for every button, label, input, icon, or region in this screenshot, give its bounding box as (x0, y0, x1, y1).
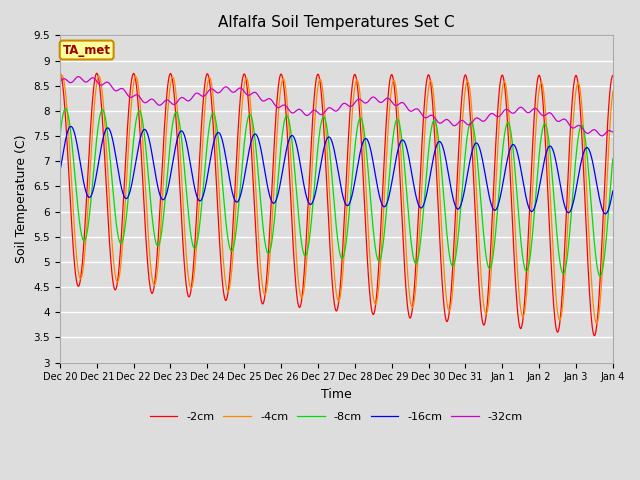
-32cm (593, 129, 601, 134)
-4cm (593, 321, 600, 326)
-32cm (609, 129, 617, 135)
Legend: -2cm, -4cm, -8cm, -16cm, -32cm: -2cm, -4cm, -8cm, -16cm, -32cm (145, 408, 527, 426)
-4cm (325, 181, 333, 187)
-16cm (310, 194, 318, 200)
-4cm (593, 320, 601, 325)
Text: TA_met: TA_met (63, 44, 111, 57)
-8cm (593, 263, 601, 269)
-2cm (310, 96, 318, 101)
-8cm (62, 106, 70, 111)
-16cm (325, 134, 333, 140)
Title: Alfalfa Soil Temperatures Set C: Alfalfa Soil Temperatures Set C (218, 15, 454, 30)
-32cm (598, 133, 605, 139)
-16cm (609, 188, 617, 194)
-16cm (602, 211, 609, 216)
-4cm (492, 188, 499, 194)
-8cm (596, 273, 604, 279)
-2cm (591, 333, 598, 338)
-32cm (325, 105, 333, 111)
Line: -4cm: -4cm (60, 76, 613, 324)
-32cm (310, 108, 318, 113)
-16cm (84, 194, 92, 200)
-32cm (75, 74, 83, 80)
-8cm (310, 184, 318, 190)
Line: -32cm: -32cm (60, 77, 613, 136)
X-axis label: Time: Time (321, 388, 352, 401)
-16cm (593, 183, 601, 189)
-16cm (67, 123, 75, 129)
-2cm (609, 73, 617, 79)
-2cm (593, 320, 601, 325)
-4cm (609, 88, 617, 94)
-16cm (56, 169, 64, 175)
-4cm (56, 80, 64, 85)
-2cm (325, 221, 333, 227)
-2cm (492, 151, 499, 157)
-2cm (593, 323, 600, 328)
-8cm (593, 262, 600, 267)
-16cm (492, 207, 499, 213)
-32cm (492, 113, 499, 119)
-4cm (310, 125, 318, 131)
-16cm (593, 181, 600, 187)
-2cm (84, 167, 92, 173)
-4cm (84, 198, 92, 204)
-32cm (84, 78, 92, 84)
Line: -8cm: -8cm (60, 108, 613, 276)
-2cm (56, 70, 64, 76)
-4cm (593, 320, 601, 326)
-32cm (593, 129, 600, 134)
-4cm (58, 73, 66, 79)
-8cm (56, 134, 64, 140)
Line: -16cm: -16cm (60, 126, 613, 214)
Line: -2cm: -2cm (60, 73, 613, 336)
-8cm (609, 156, 617, 162)
Y-axis label: Soil Temperature (C): Soil Temperature (C) (15, 135, 28, 263)
-8cm (84, 221, 92, 227)
-32cm (56, 78, 64, 84)
-8cm (492, 230, 499, 236)
-8cm (325, 142, 333, 148)
